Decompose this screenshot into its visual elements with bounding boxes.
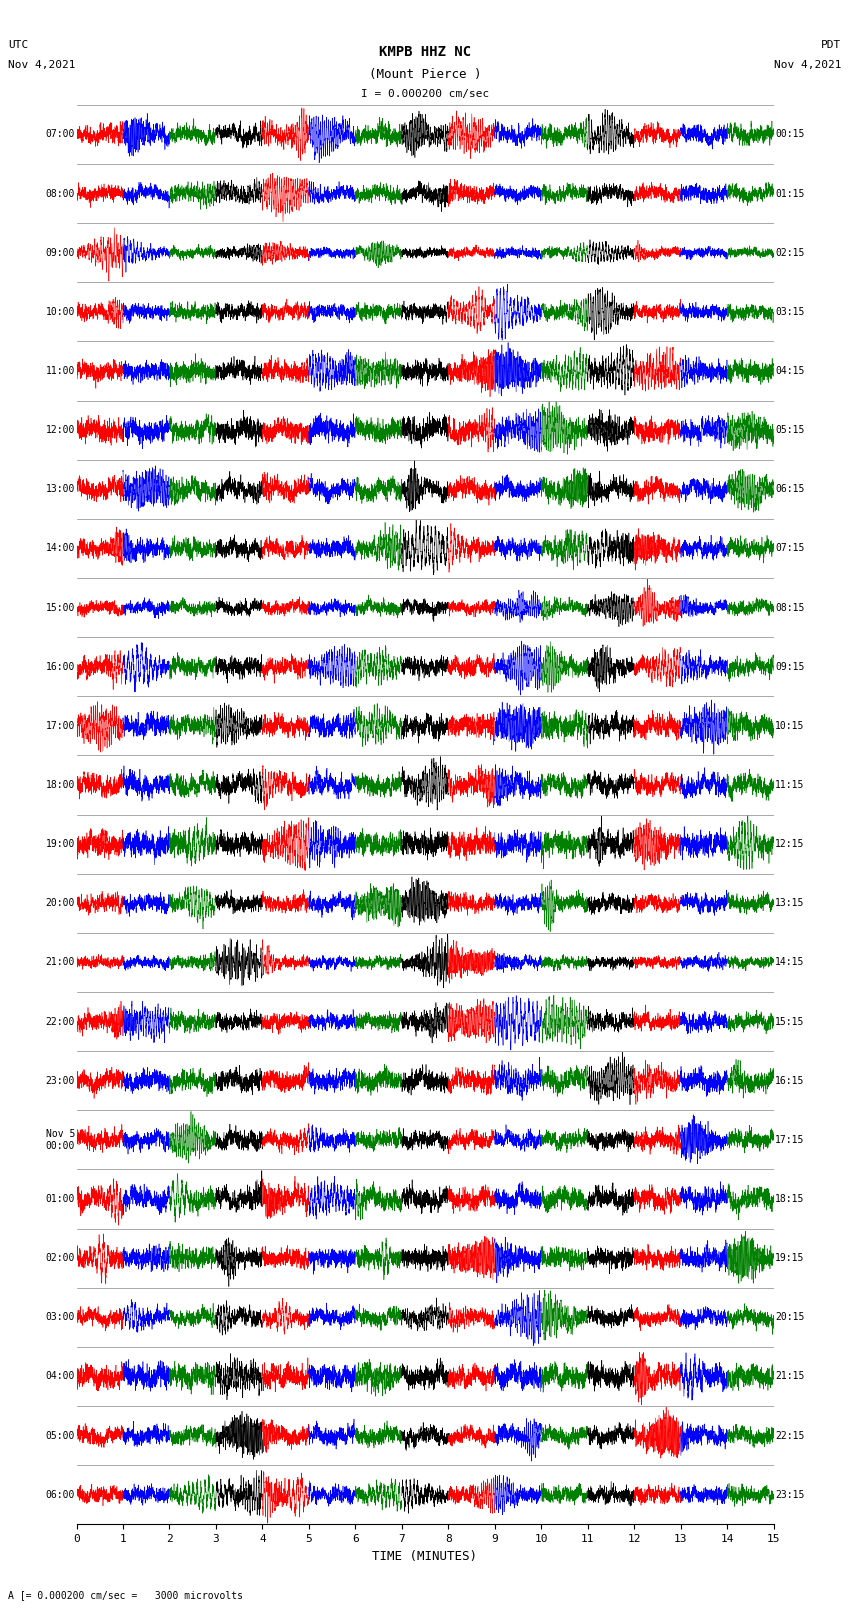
Text: 20:00: 20:00 (46, 898, 75, 908)
Text: 21:15: 21:15 (775, 1371, 804, 1381)
Text: 18:15: 18:15 (775, 1194, 804, 1203)
Text: 06:15: 06:15 (775, 484, 804, 494)
Text: 12:15: 12:15 (775, 839, 804, 848)
Text: 15:00: 15:00 (46, 603, 75, 613)
Text: 17:00: 17:00 (46, 721, 75, 731)
Text: 16:15: 16:15 (775, 1076, 804, 1086)
Text: 01:15: 01:15 (775, 189, 804, 198)
Text: 15:15: 15:15 (775, 1016, 804, 1026)
Text: 22:00: 22:00 (46, 1016, 75, 1026)
Text: 04:15: 04:15 (775, 366, 804, 376)
Text: Nov 4,2021: Nov 4,2021 (774, 60, 842, 69)
Text: 03:00: 03:00 (46, 1313, 75, 1323)
Text: 02:15: 02:15 (775, 248, 804, 258)
Text: (Mount Pierce ): (Mount Pierce ) (369, 68, 481, 81)
Text: 01:00: 01:00 (46, 1194, 75, 1203)
Text: 08:00: 08:00 (46, 189, 75, 198)
Text: 10:00: 10:00 (46, 306, 75, 316)
Text: 17:15: 17:15 (775, 1136, 804, 1145)
Text: 13:15: 13:15 (775, 898, 804, 908)
Text: 09:15: 09:15 (775, 661, 804, 671)
Text: 09:00: 09:00 (46, 248, 75, 258)
X-axis label: TIME (MINUTES): TIME (MINUTES) (372, 1550, 478, 1563)
Text: 07:15: 07:15 (775, 544, 804, 553)
Text: 11:00: 11:00 (46, 366, 75, 376)
Text: 14:15: 14:15 (775, 958, 804, 968)
Text: 07:00: 07:00 (46, 129, 75, 139)
Text: 02:00: 02:00 (46, 1253, 75, 1263)
Text: I = 0.000200 cm/sec: I = 0.000200 cm/sec (361, 89, 489, 98)
Text: 19:00: 19:00 (46, 839, 75, 848)
Text: 20:15: 20:15 (775, 1313, 804, 1323)
Text: 11:15: 11:15 (775, 781, 804, 790)
Text: 13:00: 13:00 (46, 484, 75, 494)
Text: 23:00: 23:00 (46, 1076, 75, 1086)
Text: PDT: PDT (821, 40, 842, 50)
Text: A [= 0.000200 cm/sec =   3000 microvolts: A [= 0.000200 cm/sec = 3000 microvolts (8, 1590, 243, 1600)
Text: Nov 4,2021: Nov 4,2021 (8, 60, 76, 69)
Text: 23:15: 23:15 (775, 1490, 804, 1500)
Text: 19:15: 19:15 (775, 1253, 804, 1263)
Text: 00:15: 00:15 (775, 129, 804, 139)
Text: 08:15: 08:15 (775, 603, 804, 613)
Text: 12:00: 12:00 (46, 426, 75, 436)
Text: 06:00: 06:00 (46, 1490, 75, 1500)
Text: UTC: UTC (8, 40, 29, 50)
Text: 22:15: 22:15 (775, 1431, 804, 1440)
Text: 16:00: 16:00 (46, 661, 75, 671)
Text: 10:15: 10:15 (775, 721, 804, 731)
Text: KMPB HHZ NC: KMPB HHZ NC (379, 45, 471, 60)
Text: 14:00: 14:00 (46, 544, 75, 553)
Text: Nov 5
00:00: Nov 5 00:00 (46, 1129, 75, 1150)
Text: 21:00: 21:00 (46, 958, 75, 968)
Text: 05:15: 05:15 (775, 426, 804, 436)
Text: 18:00: 18:00 (46, 781, 75, 790)
Text: 05:00: 05:00 (46, 1431, 75, 1440)
Text: 03:15: 03:15 (775, 306, 804, 316)
Text: 04:00: 04:00 (46, 1371, 75, 1381)
